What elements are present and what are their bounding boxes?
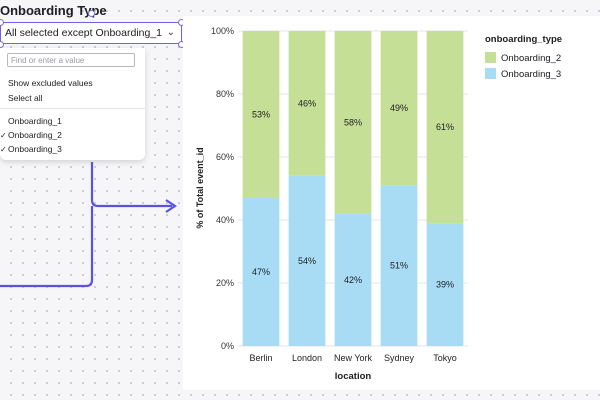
y-tick-label: 100%: [211, 26, 234, 36]
bar-segment[interactable]: [242, 197, 280, 346]
checkmark-icon: ✓: [0, 131, 7, 140]
checkmark-icon: ✓: [0, 145, 7, 154]
search-input[interactable]: [7, 53, 135, 67]
legend: onboarding_type Onboarding_2 Onboarding_3: [485, 34, 562, 80]
bar-segment[interactable]: [426, 31, 464, 224]
y-tick-label: 20%: [216, 278, 234, 288]
option-label: Onboarding_3: [8, 144, 62, 154]
x-tick-label: Berlin: [249, 353, 272, 363]
divider: [0, 108, 145, 109]
bar-segment[interactable]: [380, 31, 418, 186]
option-label: Onboarding_2: [8, 130, 62, 140]
bar-segment[interactable]: [380, 185, 418, 346]
x-axis-label: location: [335, 371, 372, 382]
bar-segment[interactable]: [242, 31, 280, 198]
data-label: 46%: [298, 98, 316, 108]
show-excluded-values[interactable]: Show excluded values: [8, 78, 93, 88]
filter-select[interactable]: All selected except Onboarding_1 ⌄: [0, 22, 182, 44]
data-label: 39%: [436, 280, 454, 290]
bar-segment[interactable]: [288, 31, 326, 176]
select-all[interactable]: Select all: [8, 93, 43, 103]
stacked-bar-chart: 47% 53% 54% 46% 42% 58% 51% 49% 39% 61% 0% 20% 40% 6…: [195, 26, 562, 382]
chart-panel: 47% 53% 54% 46% 42% 58% 51% 49% 39% 61% 0% 20% 40% 6…: [183, 16, 600, 390]
data-label: 42%: [344, 275, 362, 285]
option-onboarding-3[interactable]: ✓Onboarding_3: [0, 144, 62, 154]
arrow-head-icon: [165, 199, 177, 213]
x-tick-label: New York: [334, 353, 373, 363]
data-label: 49%: [390, 103, 408, 113]
chevron-down-icon[interactable]: ⌄: [166, 27, 175, 38]
option-onboarding-2[interactable]: ✓Onboarding_2: [0, 130, 62, 140]
filter-title: Onboarding Type: [0, 3, 107, 18]
bar-segment[interactable]: [334, 213, 372, 346]
bar-segment[interactable]: [288, 175, 326, 346]
y-tick-label: 60%: [216, 152, 234, 162]
y-tick-label: 40%: [216, 215, 234, 225]
data-label: 61%: [436, 122, 454, 132]
legend-title: onboarding_type: [485, 34, 562, 45]
data-label: 58%: [344, 117, 362, 127]
x-tick-label: Sydney: [384, 353, 415, 363]
bar-segment[interactable]: [426, 223, 464, 346]
y-axis-label: % of Total event_id: [195, 147, 205, 228]
filter-selected-value: All selected except Onboarding_1: [5, 27, 163, 39]
resize-handle[interactable]: [0, 41, 4, 48]
resize-handle[interactable]: [0, 19, 4, 26]
data-label: 51%: [390, 261, 408, 271]
data-label: 47%: [252, 267, 270, 277]
y-tick-label: 0%: [221, 341, 234, 351]
option-label: Onboarding_1: [8, 116, 62, 126]
bar-segment[interactable]: [334, 31, 372, 214]
data-label: 53%: [252, 109, 270, 119]
legend-swatch: [485, 52, 496, 63]
data-label: 54%: [298, 256, 316, 266]
connector-arrow: [0, 162, 177, 288]
legend-swatch: [485, 68, 496, 79]
x-tick-label: London: [292, 353, 322, 363]
x-tick-label: Tokyo: [433, 353, 457, 363]
filter-dropdown: Show excluded values Select all Onboardi…: [0, 48, 145, 160]
legend-entry-label[interactable]: Onboarding_3: [501, 69, 561, 80]
resize-handle[interactable]: [88, 10, 95, 17]
y-tick-label: 80%: [216, 89, 234, 99]
legend-entry-label[interactable]: Onboarding_2: [501, 53, 561, 64]
option-onboarding-1[interactable]: Onboarding_1: [0, 116, 62, 126]
